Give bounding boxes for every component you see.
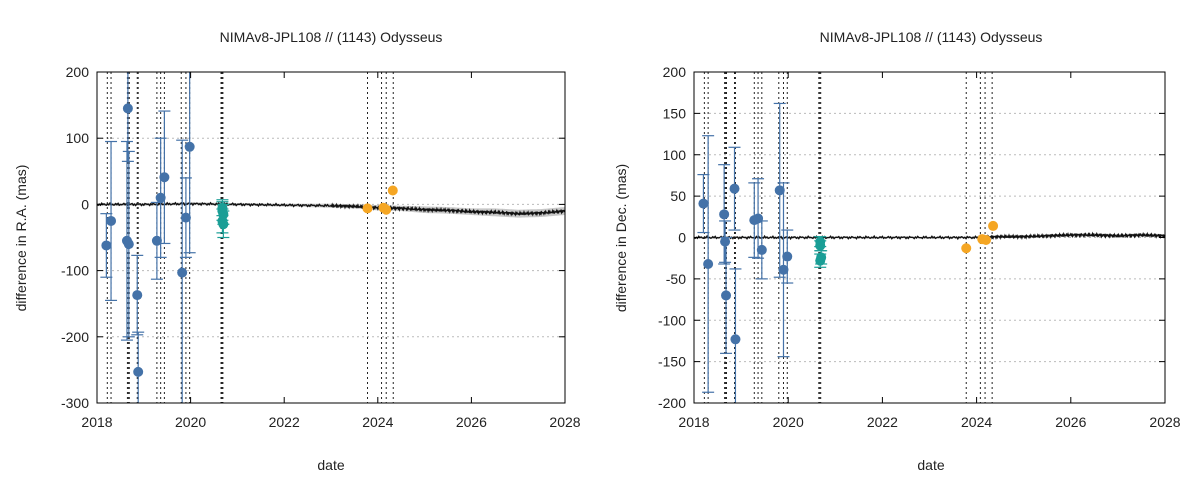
data-point [720,236,731,247]
x-tick-label: 2018 [81,414,112,430]
y-tick-label: 100 [66,130,90,146]
data-point [155,192,166,203]
plot-frame [693,71,1166,404]
y-axis-label: difference in Dec. (mas) [613,164,629,312]
data-point [180,212,191,223]
data-point [721,290,732,301]
data-point [218,219,229,230]
data-point [159,172,170,183]
data-point [719,209,730,220]
plot-frame [96,71,566,404]
y-tick-label: -300 [61,395,89,411]
data-point [988,220,999,231]
y-tick-label: -150 [658,354,686,370]
data-point [961,243,972,254]
y-tick-label: 0 [678,230,686,246]
y-tick-label: 100 [663,147,687,163]
y-tick-label: -50 [666,271,686,287]
data-point [122,103,133,114]
x-axis-label: date [317,457,344,473]
y-tick-label: -100 [61,263,89,279]
x-tick-label: 2022 [867,414,898,430]
data-point [184,141,195,152]
data-point [782,251,793,262]
y-tick-label: 200 [66,64,90,80]
y-tick-label: -200 [61,329,89,345]
data-point [101,240,112,251]
x-tick-label: 2020 [175,414,206,430]
x-tick-label: 2028 [1149,414,1180,430]
data-point [703,258,714,269]
chart-title: NIMAv8-JPL108 // (1143) Odysseus [220,29,443,45]
x-tick-label: 2024 [961,414,992,430]
data-point [778,264,789,275]
x-tick-label: 2028 [549,414,580,430]
data-point [133,366,144,377]
data-point [756,244,767,255]
uncertainty-band [97,202,565,218]
y-tick-label: 150 [663,105,687,121]
y-tick-label: 0 [81,196,89,212]
dec-chart: NIMAv8-JPL108 // (1143) Odysseus date di… [613,29,1181,473]
x-tick-label: 2026 [456,414,487,430]
x-axis-label: date [917,457,944,473]
y-tick-label: -100 [658,312,686,328]
x-tick-label: 2020 [773,414,804,430]
x-tick-label: 2024 [362,414,393,430]
data-point [730,334,741,345]
data-point [177,267,188,278]
chart-title: NIMAv8-JPL108 // (1143) Odysseus [820,29,1043,45]
y-axis-label: difference in R.A. (mas) [13,165,29,312]
x-tick-label: 2022 [269,414,300,430]
model-curve [693,231,1166,241]
x-tick-label: 2026 [1055,414,1086,430]
data-point [132,290,143,301]
data-point [981,234,992,245]
data-point [815,240,826,251]
data-point [698,198,709,209]
data-point [815,255,826,266]
y-tick-label: 50 [670,188,686,204]
data-point [387,185,398,196]
data-point [362,203,373,214]
ra-chart: NIMAv8-JPL108 // (1143) Odysseus date di… [13,29,581,473]
data-point [106,215,117,226]
x-tick-label: 2018 [678,414,709,430]
data-point [381,204,392,215]
data-point [774,185,785,196]
data-point [123,239,134,250]
y-tick-label: -200 [658,395,686,411]
y-tick-label: 200 [663,64,687,80]
data-point [729,183,740,194]
